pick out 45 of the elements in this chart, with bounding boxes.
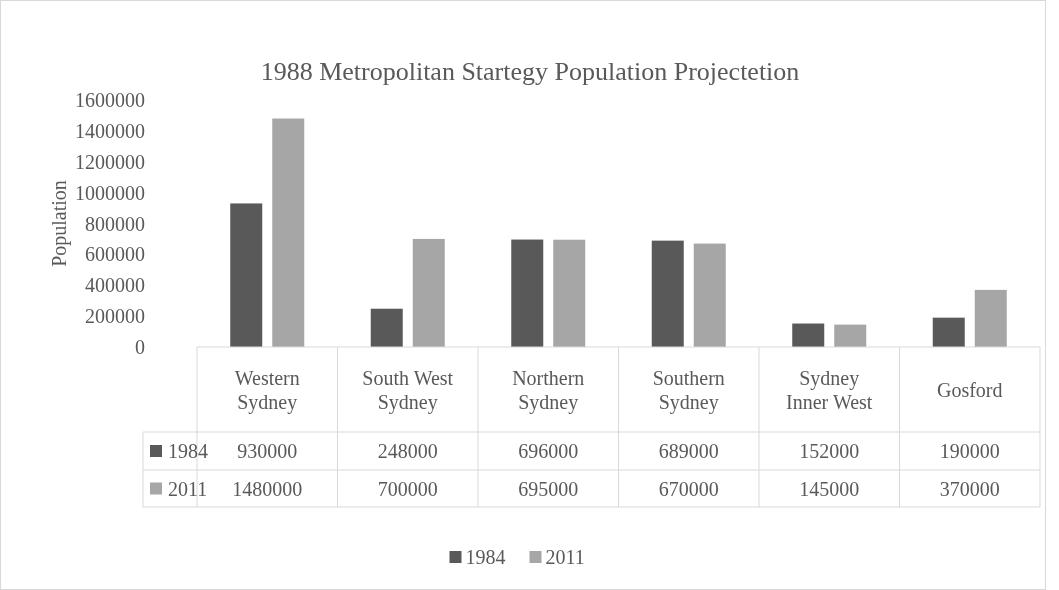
bar (974, 289, 1007, 347)
bar (693, 243, 726, 347)
x-tick-label: Western Sydney (234, 366, 300, 414)
bar (412, 238, 445, 347)
y-tick-label: 0 (135, 336, 145, 358)
y-tick-label: 1400000 (75, 119, 145, 142)
data-label: 689000 (658, 440, 719, 462)
bar (511, 239, 544, 347)
legend-label: 1984 (168, 440, 208, 462)
data-label: 248000 (377, 440, 438, 462)
y-tick-label: 1000000 (75, 181, 145, 204)
data-label: 930000 (237, 440, 298, 462)
text: 2011 (545, 546, 585, 568)
bar (370, 308, 403, 347)
x-tick-label: Southern Sydney (652, 366, 725, 414)
bar (932, 317, 965, 347)
y-tick-label: 600000 (85, 243, 145, 266)
y-tick-label: 1200000 (75, 150, 145, 173)
bar (553, 239, 586, 347)
data-label: 152000 (799, 440, 860, 462)
y-tick-label: 1600000 (75, 89, 145, 111)
bar (792, 323, 825, 347)
bar (651, 240, 684, 347)
x-tick-label: Gosford (936, 378, 1003, 401)
data-label: 696000 (518, 440, 579, 462)
legend-label: 2011 (168, 477, 208, 500)
bar (834, 324, 867, 347)
data-label: 670000 (658, 477, 719, 500)
data-label: 695000 (518, 477, 579, 500)
x-tick-label: Northern Sydney (512, 366, 585, 414)
y-tick-label: 400000 (85, 274, 145, 297)
x-tick-label: Sydney Inner West (786, 366, 873, 413)
bar (272, 118, 305, 347)
data-label: 370000 (939, 477, 1000, 500)
data-label: 145000 (799, 477, 860, 500)
data-label: 1480000 (232, 477, 303, 500)
y-axis-title: Population (48, 180, 71, 267)
y-tick-label: 200000 (85, 305, 145, 328)
bar (230, 203, 263, 347)
y-tick-label: 800000 (85, 212, 145, 235)
x-tick-label: South West Sydney (362, 366, 454, 414)
chart-title: 1988 Metropolitan Startegy Population Projectetion (260, 57, 800, 86)
data-label: 190000 (939, 440, 1000, 462)
text: 1984 (465, 546, 506, 568)
data-label: 700000 (377, 477, 438, 500)
